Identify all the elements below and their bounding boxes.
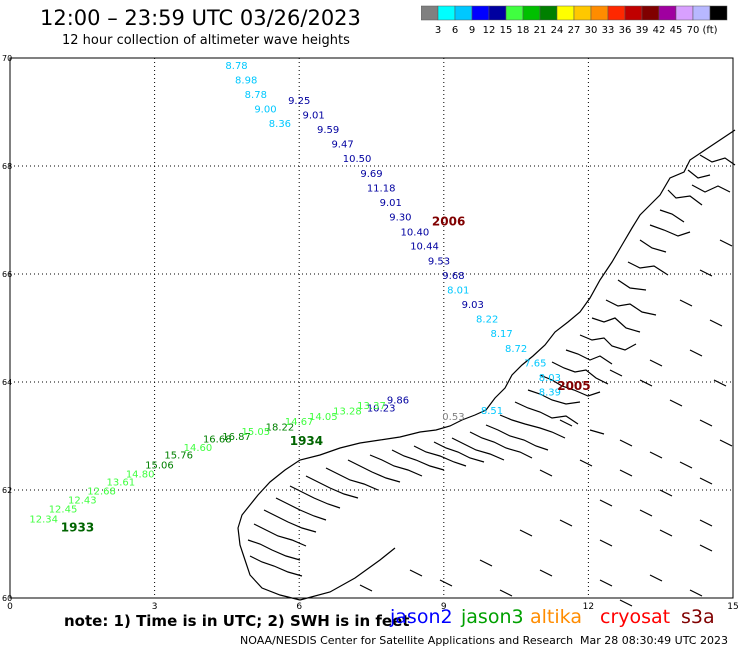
- swh-data-point: 8.01: [447, 285, 469, 296]
- colorbar-label: 45: [670, 25, 683, 36]
- x-tick-label: 0: [7, 602, 13, 612]
- swh-data-point: 16.87: [222, 432, 251, 443]
- pass-time-label: 1934: [290, 434, 323, 448]
- x-tick-label: 6: [296, 602, 302, 612]
- colorbar-label: 12: [483, 25, 496, 36]
- page-subtitle: 12 hour collection of altimeter wave hei…: [62, 33, 350, 48]
- swh-data-point: 9.69: [360, 169, 382, 180]
- swh-data-point: 8.36: [269, 119, 291, 130]
- swh-data-point: 9.01: [303, 110, 325, 121]
- norway-coastline: [237, 129, 736, 607]
- swh-data-point: 8.22: [476, 315, 498, 326]
- y-tick-label: 70: [2, 54, 12, 63]
- x-tick-label: 15: [727, 602, 738, 612]
- swh-data-point: 8.72: [505, 344, 527, 355]
- swh-data-point: 15.76: [164, 451, 193, 462]
- swh-data-point: 12.45: [49, 505, 78, 516]
- swh-data-point: 13.28: [333, 406, 362, 417]
- swh-data-point: 9.03: [462, 300, 484, 311]
- swh-data-point: 13.37: [357, 401, 386, 412]
- swh-data-point: 18.22: [266, 423, 295, 434]
- swh-data-point: 9.86: [387, 396, 409, 407]
- swh-data-point: 12.34: [29, 514, 58, 525]
- y-tick-label: 62: [2, 486, 12, 495]
- swh-data-point: 10.50: [343, 154, 372, 165]
- swh-data-point: 15.06: [145, 460, 174, 471]
- swh-data-point: 9.00: [254, 105, 276, 116]
- swh-data-point: 9.59: [317, 125, 339, 136]
- y-tick-label: 64: [2, 378, 12, 387]
- swh-data-point: 8.17: [491, 329, 513, 340]
- footer-note: note: 1) Time is in UTC; 2) SWH is in fe…: [64, 612, 410, 630]
- swh-data-point: 10.23: [367, 404, 396, 415]
- plot-frame: [9, 57, 734, 599]
- x-tick-label: 9: [441, 602, 447, 612]
- legend-cryosat: cryosat: [600, 606, 671, 628]
- swh-data-point: 12.68: [87, 486, 116, 497]
- colorbar-label: 18: [517, 25, 530, 36]
- colorbar-label: 3: [435, 25, 441, 36]
- swh-data-point: 10.40: [401, 228, 430, 239]
- swh-data-point: 8.39: [539, 388, 561, 399]
- page-title: 12:00 – 23:59 UTC 03/26/2023: [40, 6, 361, 30]
- swh-data-point: 11.18: [367, 183, 396, 194]
- swh-data-point: 9.01: [380, 198, 402, 209]
- legend-s3a: s3a: [681, 606, 715, 628]
- x-tick-label: 3: [152, 602, 158, 612]
- pass-time-label: 2005: [557, 379, 590, 393]
- swh-data-point: 8.78: [245, 90, 267, 101]
- swh-data-point: 9.30: [389, 213, 411, 224]
- swh-data-point: 8.51: [481, 406, 503, 417]
- colorbar-label: 39: [636, 25, 649, 36]
- swh-data-point: 8.03: [539, 373, 561, 384]
- colorbar-label: 9: [469, 25, 475, 36]
- colorbar-label: 21: [534, 25, 547, 36]
- colorbar-label: 15: [500, 25, 513, 36]
- y-tick-label: 68: [2, 162, 12, 171]
- y-tick-label: 66: [2, 270, 12, 279]
- timestamp: Mar 28 08:30:49 UTC 2023: [580, 634, 728, 647]
- colorbar-label: 36: [619, 25, 632, 36]
- colorbar-label: 30: [585, 25, 598, 36]
- pass-time-label: 2006: [432, 214, 465, 228]
- swh-data-point: 12.43: [68, 496, 97, 507]
- colorbar-label: 24: [551, 25, 564, 36]
- swh-data-point: 8.78: [225, 61, 247, 72]
- colorbar-label: (ft): [702, 25, 717, 36]
- colorbar-swatch: [709, 5, 728, 21]
- swh-data-point: 8.98: [235, 75, 257, 86]
- legend-altika: altika: [530, 606, 582, 628]
- swh-data-point: 14.05: [309, 412, 338, 423]
- swh-data-point: 10.44: [410, 242, 439, 253]
- credit-line: NOAA/NESDIS Center for Satellite Applica…: [240, 634, 574, 647]
- swh-data-point: 13.61: [107, 478, 136, 489]
- colorbar-label: 33: [602, 25, 615, 36]
- swh-data-point: 16.68: [203, 434, 232, 445]
- swh-data-point: 0.53: [442, 412, 464, 423]
- x-tick-label: 12: [583, 602, 594, 612]
- colorbar-label: 70: [687, 25, 700, 36]
- swh-data-point: 9.53: [428, 256, 450, 267]
- colorbar-label: 6: [452, 25, 458, 36]
- swh-data-point: 9.68: [442, 271, 464, 282]
- swh-data-point: 14.80: [126, 470, 155, 481]
- swh-colorbar: 3 6 9 12 15 18 21 24 27 30 33 36 39 42 45 70 (ft): [421, 5, 728, 36]
- swh-data-point: 15.05: [241, 427, 270, 438]
- y-tick-label: 60: [2, 594, 12, 603]
- swh-data-point: 9.47: [331, 140, 353, 151]
- swh-data-point: 9.25: [288, 96, 310, 107]
- legend-jason2: jason2: [390, 606, 453, 628]
- colorbar-label: 27: [568, 25, 581, 36]
- colorbar-label: 42: [653, 25, 666, 36]
- pass-time-label: 1933: [61, 521, 94, 535]
- swh-data-point: 14.67: [285, 417, 314, 428]
- legend-jason3: jason3: [461, 606, 524, 628]
- swh-data-point: 7.65: [524, 358, 546, 369]
- swh-data-point: 14.60: [184, 443, 213, 454]
